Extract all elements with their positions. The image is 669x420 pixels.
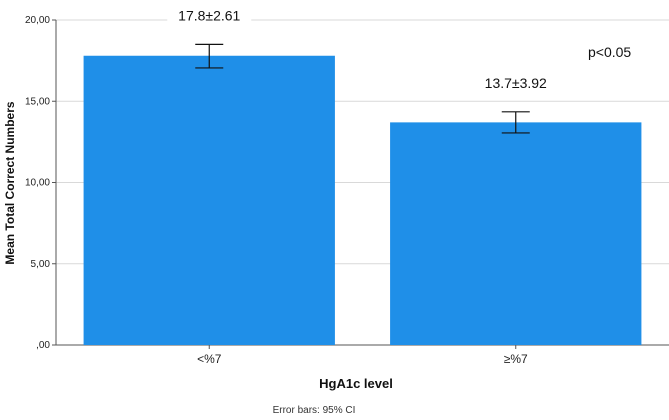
y-tick-label: 15,00	[25, 96, 50, 107]
y-axis-title: Mean Total Correct Numbers	[3, 101, 17, 264]
x-axis-title: HgA1c level	[319, 376, 393, 391]
bar-label-bg	[167, 6, 252, 27]
bar-value-label: 17.8±2.61	[178, 7, 240, 23]
y-tick-label: 5,00	[31, 259, 51, 270]
y-tick-label: 20,00	[25, 15, 50, 26]
significance-annotation: p<0.05	[588, 44, 631, 60]
x-category-label: ≥%7	[504, 352, 528, 366]
bars	[83, 55, 642, 345]
error-bars-note: Error bars: 95% CI	[273, 405, 356, 416]
error-bars	[195, 43, 530, 134]
y-tick-labels: ,00 5,00 10,00 15,00 20,00	[25, 15, 56, 351]
bar-labels: 17.8±2.61 13.7±3.92	[167, 6, 558, 94]
bar	[390, 122, 642, 345]
bar	[83, 55, 335, 345]
x-category-label: <%7	[197, 352, 222, 366]
bar-label-bg	[473, 73, 558, 94]
bar-value-label: 13.7±3.92	[485, 75, 547, 91]
y-tick-label: ,00	[36, 340, 50, 351]
x-category-labels: <%7 ≥%7	[197, 345, 528, 366]
y-tick-label: 10,00	[25, 178, 50, 189]
